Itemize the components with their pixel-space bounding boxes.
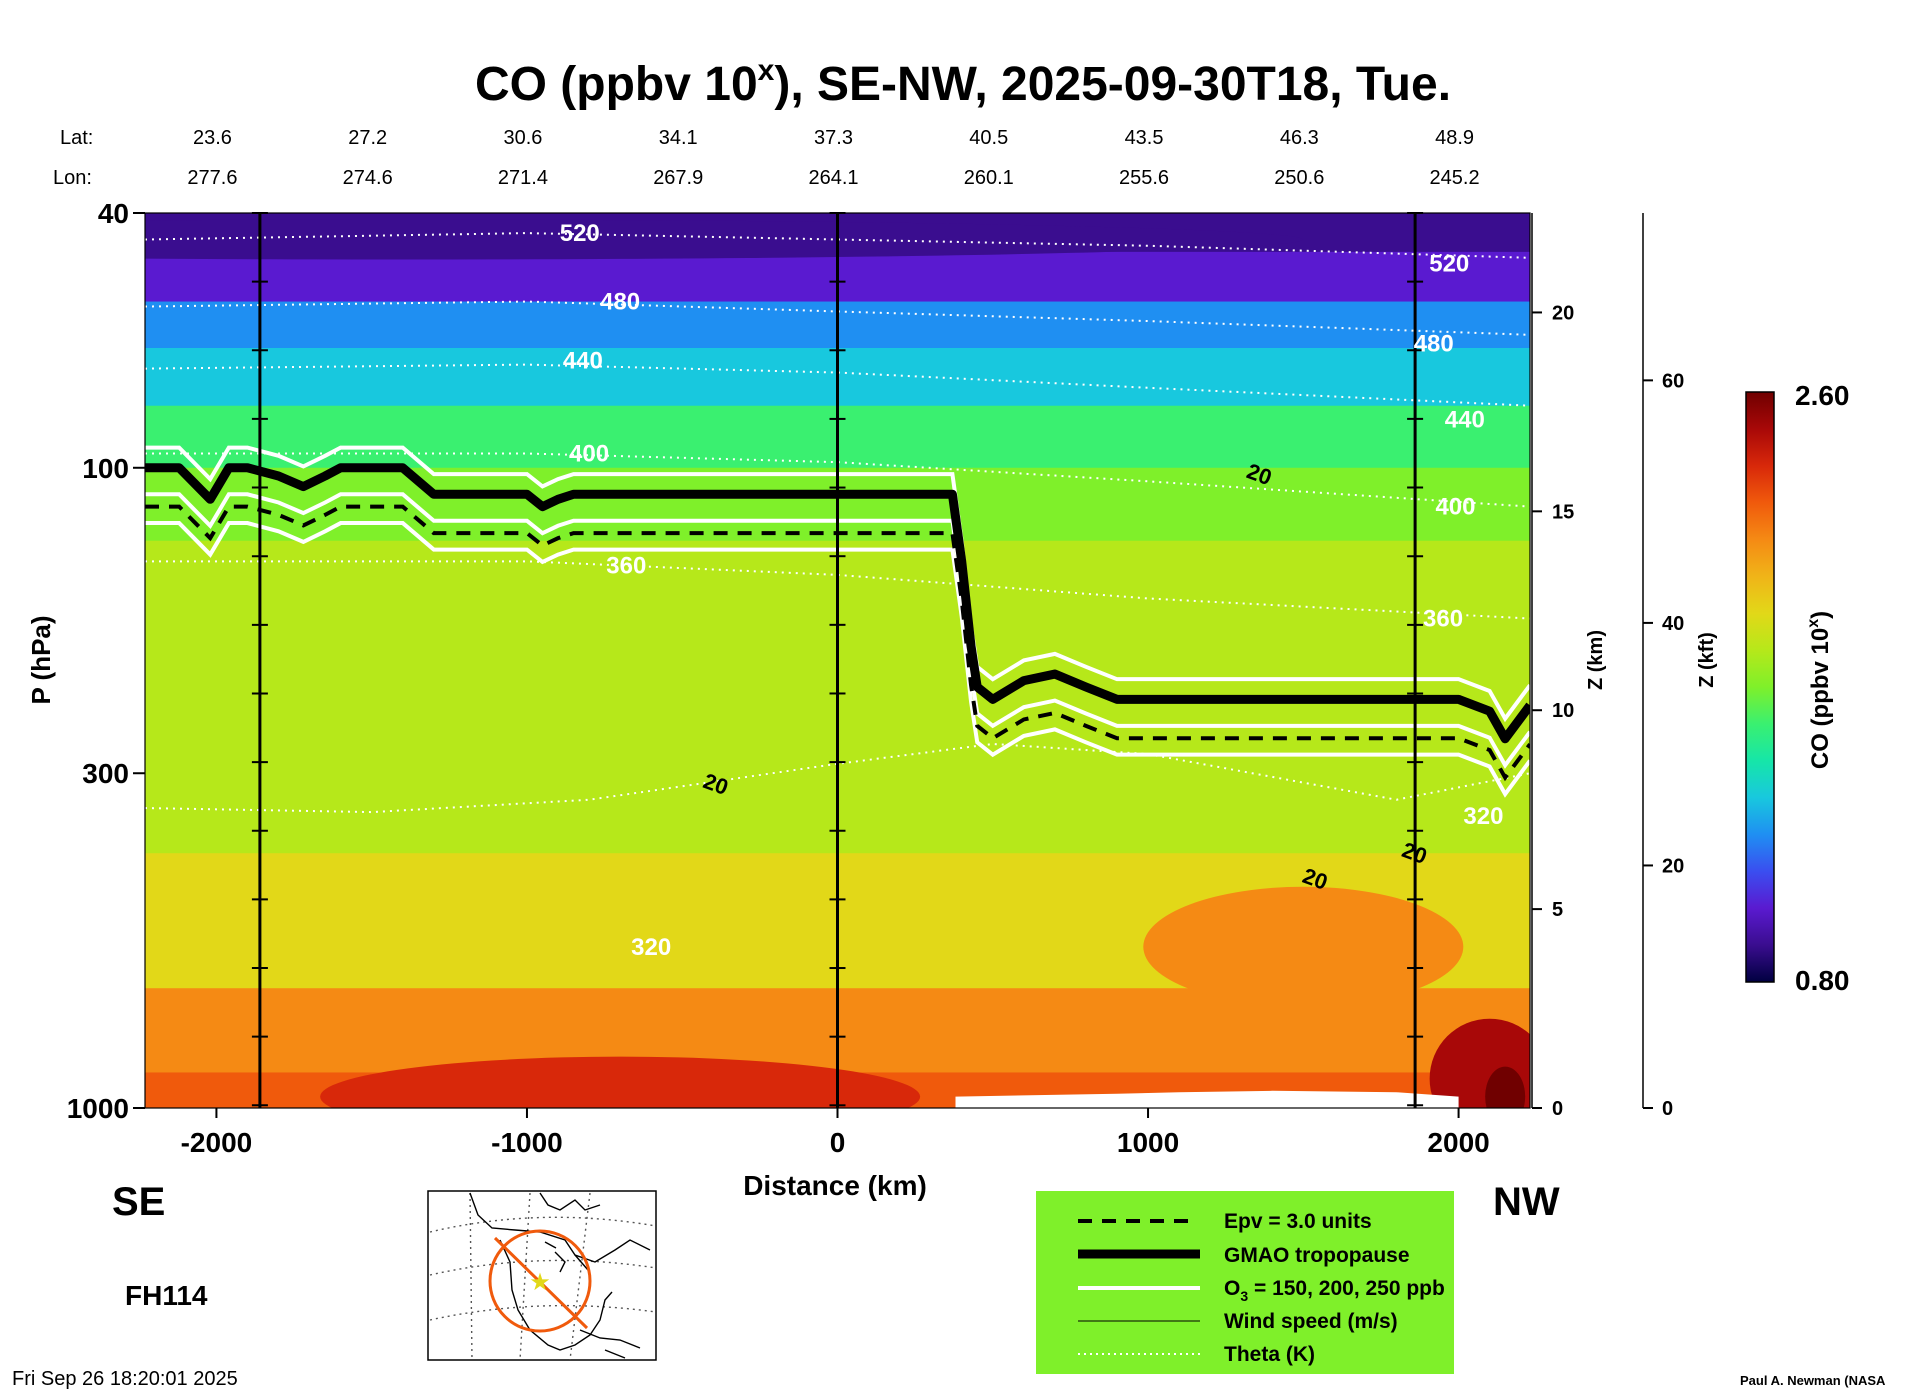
map-range-circle bbox=[488, 1229, 592, 1333]
z-km-tick-label: 0 bbox=[1552, 1098, 1563, 1120]
lat-value: 43.5 bbox=[1125, 127, 1164, 149]
lon-value: 267.9 bbox=[653, 167, 703, 189]
x-tick-label: 0 bbox=[830, 1127, 846, 1158]
theta-label: 400 bbox=[569, 441, 609, 468]
lat-value: 34.1 bbox=[659, 127, 698, 149]
theta-label: 440 bbox=[1445, 406, 1485, 433]
theta-labels: 520 520 480 480 440 440 400 400 360 360 320 320 bbox=[560, 220, 1504, 961]
y-tick-label: 40 bbox=[98, 198, 129, 229]
y-tick-label: 100 bbox=[82, 453, 129, 484]
legend-theta-label: Theta (K) bbox=[1224, 1343, 1315, 1366]
section-vertical-lines bbox=[251, 212, 1424, 1108]
lon-row-label: Lon: bbox=[53, 167, 92, 189]
terrain bbox=[955, 1090, 1459, 1108]
lat-row-label: Lat: bbox=[60, 127, 93, 149]
legend-epv-label: Epv = 3.0 units bbox=[1224, 1210, 1372, 1233]
lat-value: 23.6 bbox=[193, 127, 232, 149]
x-tick-label: -2000 bbox=[181, 1127, 253, 1158]
theta-label: 360 bbox=[606, 552, 646, 579]
nw-label: NW bbox=[1493, 1180, 1560, 1224]
lat-value: 37.3 bbox=[814, 127, 853, 149]
chart-title: CO (ppbv 10x), SE-NW, 2025-09-30T18, Tue… bbox=[475, 54, 1451, 111]
ozone-contour bbox=[145, 521, 1530, 798]
axes: -2000 -1000 0 1000 2000 40 100 300 1000 0 5 10 15 20 0… bbox=[67, 198, 1685, 1158]
lon-value: 274.6 bbox=[343, 167, 393, 189]
legend-wind-label: Wind speed (m/s) bbox=[1224, 1310, 1398, 1333]
map-center-star: ★ bbox=[529, 1269, 551, 1296]
lat-value: 30.6 bbox=[503, 127, 542, 149]
terrain-mask bbox=[955, 1090, 1459, 1108]
fh-label: FH114 bbox=[125, 1280, 208, 1311]
map-track-line bbox=[493, 1236, 589, 1330]
ozone-contour bbox=[145, 445, 1530, 723]
tropopause bbox=[145, 463, 1530, 744]
z-km-tick-label: 20 bbox=[1552, 302, 1574, 324]
lon-value: 250.6 bbox=[1274, 167, 1324, 189]
colorbar-max-label: 2.60 bbox=[1795, 380, 1850, 411]
z-km-tick-label: 10 bbox=[1552, 700, 1574, 722]
ozone-contours bbox=[145, 445, 1530, 798]
se-label: SE bbox=[112, 1180, 165, 1224]
inset-map: ★ bbox=[427, 1190, 657, 1361]
lon-value: 260.1 bbox=[964, 167, 1014, 189]
co-field bbox=[145, 213, 1530, 1108]
theta-contour bbox=[145, 742, 1530, 814]
credit: Paul A. Newman (NASA bbox=[1740, 1373, 1886, 1388]
y-tick-label: 1000 bbox=[67, 1093, 129, 1124]
colorbar bbox=[1745, 391, 1775, 983]
y-axis-label: P (hPa) bbox=[26, 615, 56, 704]
theta-contours bbox=[145, 232, 1530, 814]
z-kft-tick-label: 20 bbox=[1662, 855, 1684, 877]
z-kft-tick-label: 40 bbox=[1662, 613, 1684, 635]
theta-label: 520 bbox=[1429, 251, 1469, 278]
legend-o3-label: O3 = 150, 200, 250 ppb bbox=[1224, 1277, 1445, 1304]
lon-value: 271.4 bbox=[498, 167, 548, 189]
z-km-axis-label: Z (km) bbox=[1585, 630, 1607, 690]
lat-value: 46.3 bbox=[1280, 127, 1319, 149]
y-tick-label: 300 bbox=[82, 758, 129, 789]
co-high-blob bbox=[320, 1056, 921, 1108]
theta-label: 320 bbox=[631, 934, 671, 961]
x-tick-label: 2000 bbox=[1427, 1127, 1489, 1158]
x-axis-label: Distance (km) bbox=[743, 1170, 927, 1201]
legend: Epv = 3.0 units GMAO tropopause O3 = 150… bbox=[1036, 1191, 1454, 1374]
x-tick-label: -1000 bbox=[491, 1127, 563, 1158]
colorbar-min-label: 0.80 bbox=[1795, 965, 1850, 996]
z-km-tick-label: 5 bbox=[1552, 899, 1563, 921]
theta-label: 480 bbox=[1414, 331, 1454, 358]
z-kft-tick-label: 0 bbox=[1662, 1098, 1673, 1120]
timestamp: Fri Sep 26 18:20:01 2025 bbox=[12, 1368, 238, 1390]
colorbar-label: CO (ppbv 10x) bbox=[1805, 611, 1834, 769]
lat-value: 27.2 bbox=[348, 127, 387, 149]
theta-label: 520 bbox=[560, 220, 600, 247]
legend-tropopause-label: GMAO tropopause bbox=[1224, 1244, 1410, 1267]
x-tick-label: 1000 bbox=[1117, 1127, 1179, 1158]
z-kft-axis-label: Z (kft) bbox=[1696, 632, 1718, 688]
theta-label: 400 bbox=[1435, 494, 1475, 521]
lon-values: 277.6 274.6 271.4 267.9 264.1 260.1 255.6 250.6… bbox=[187, 167, 1479, 189]
theta-label: 440 bbox=[563, 348, 603, 375]
theta-label: 480 bbox=[600, 289, 640, 316]
lon-value: 245.2 bbox=[1430, 167, 1480, 189]
lat-value: 40.5 bbox=[969, 127, 1008, 149]
co-max-blob bbox=[1485, 1066, 1526, 1108]
theta-label: 320 bbox=[1463, 803, 1503, 830]
theta-label: 360 bbox=[1423, 606, 1463, 633]
ozone-contour bbox=[145, 492, 1530, 769]
lat-values: 23.6 27.2 30.6 34.1 37.3 40.5 43.5 46.3 48.9 bbox=[193, 127, 1474, 149]
lon-value: 264.1 bbox=[808, 167, 858, 189]
lon-value: 255.6 bbox=[1119, 167, 1169, 189]
z-kft-tick-label: 60 bbox=[1662, 370, 1684, 392]
co-low-blob bbox=[145, 219, 1303, 260]
z-km-tick-label: 15 bbox=[1552, 501, 1574, 523]
co-mid-blob bbox=[1143, 886, 1464, 1007]
lon-value: 277.6 bbox=[187, 167, 237, 189]
tropopause-line bbox=[145, 463, 1530, 744]
lat-value: 48.9 bbox=[1435, 127, 1474, 149]
